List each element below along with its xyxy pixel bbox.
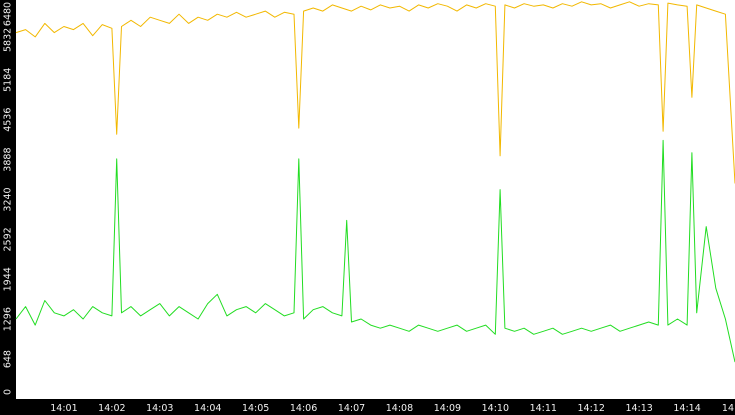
x-tick-label-2: 14:03 xyxy=(146,403,173,414)
x-tick-label-5: 14:06 xyxy=(290,403,317,414)
y-axis-ticks: 0 648 1296 1944 2592 3240 3888 4536 5184 5832 6480 xyxy=(3,2,14,395)
y-tick-label-10: 6480 xyxy=(3,2,14,26)
x-tick-label-4: 14:05 xyxy=(242,403,269,414)
y-tick-label-1: 648 xyxy=(3,350,14,368)
x-axis-ticks: 14:01 14:02 14:03 14:04 14:05 14:06 14:07 14:08… xyxy=(50,403,734,414)
x-tick-label-7: 14:08 xyxy=(386,403,413,414)
y-tick-label-6: 3888 xyxy=(3,148,14,172)
y-tick-label-3: 1944 xyxy=(3,267,14,291)
x-tick-label-0: 14:01 xyxy=(50,403,77,414)
y-tick-label-7: 4536 xyxy=(3,108,14,132)
y-tick-label-2: 1296 xyxy=(3,307,14,331)
x-axis-band xyxy=(0,399,735,415)
y-tick-label-9: 5832 xyxy=(3,28,14,52)
series-layer xyxy=(15,1,735,363)
y-tick-label-8: 5184 xyxy=(3,68,14,92)
series-line-1 xyxy=(15,1,735,184)
x-tick-label-6: 14:07 xyxy=(338,403,365,414)
y-tick-label-5: 3240 xyxy=(3,187,14,211)
x-tick-label-11: 14:12 xyxy=(578,403,605,414)
x-tick-label-9: 14:10 xyxy=(482,403,509,414)
x-tick-label-10: 14:11 xyxy=(530,403,557,414)
y-tick-label-4: 2592 xyxy=(3,227,14,251)
series-line-2 xyxy=(15,139,735,363)
y-axis-band xyxy=(0,0,16,415)
x-tick-label-12: 14:13 xyxy=(625,403,652,414)
x-tick-label-1: 14:02 xyxy=(98,403,125,414)
y-tick-label-0: 0 xyxy=(3,389,14,395)
x-tick-label-3: 14:04 xyxy=(194,403,221,414)
x-tick-label-13: 14:14 xyxy=(673,403,700,414)
x-tick-label-14: 14 xyxy=(722,403,734,414)
x-tick-label-8: 14:09 xyxy=(434,403,461,414)
